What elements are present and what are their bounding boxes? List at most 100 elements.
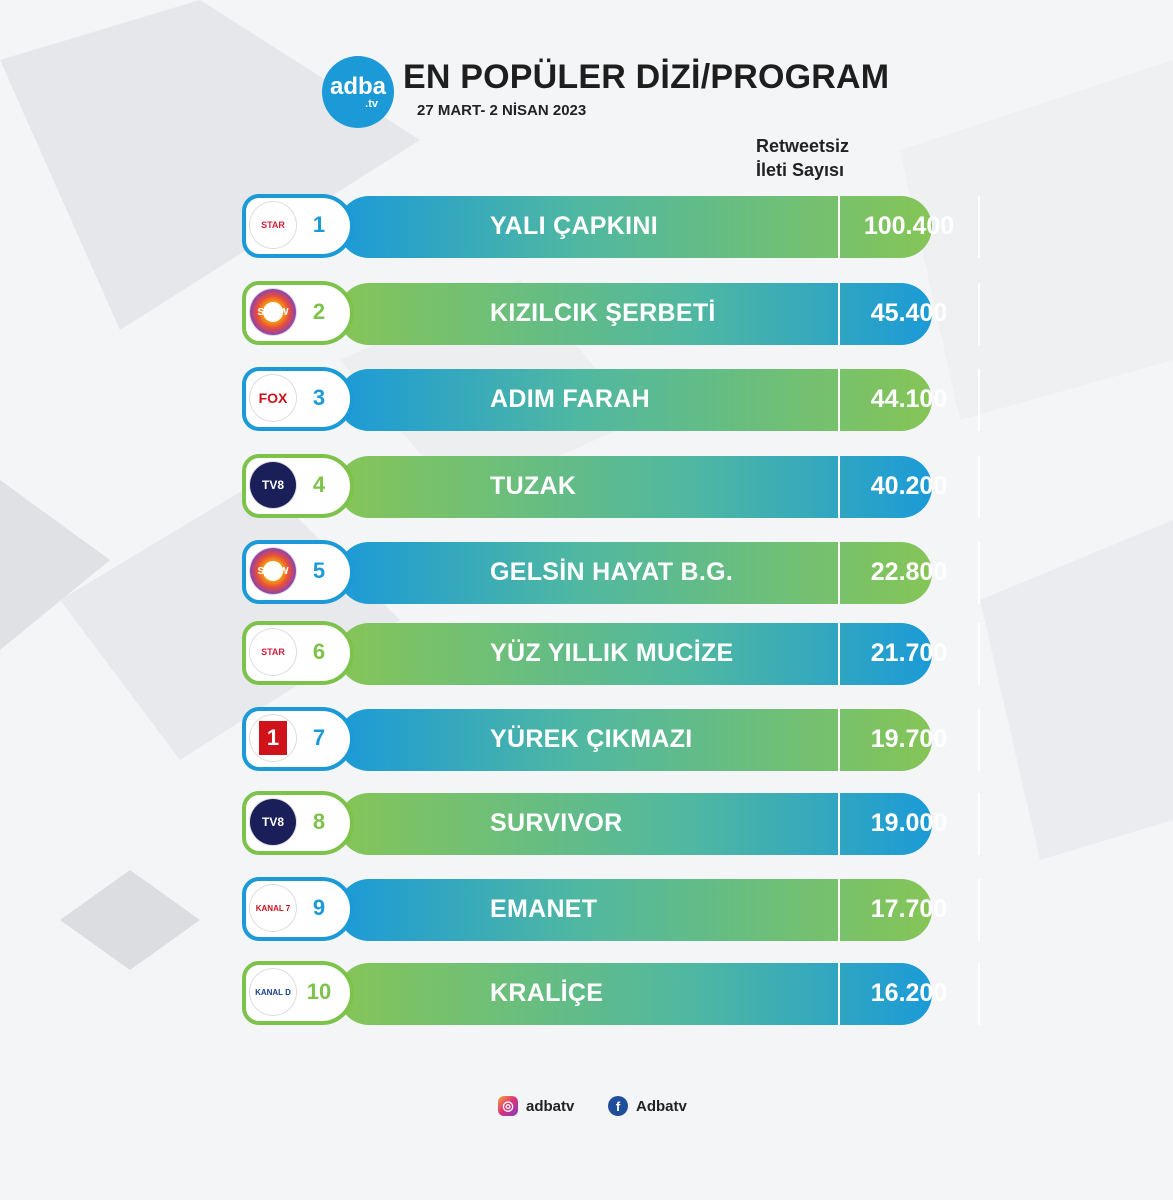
channel-label: STAR: [261, 220, 285, 230]
instagram-icon: ◎: [498, 1096, 518, 1116]
post-count: 44.100: [870, 385, 948, 413]
rank-number: 5: [312, 558, 326, 583]
row-bar: KRALİÇE 16.200: [338, 963, 980, 1025]
column-divider: [838, 879, 840, 941]
channel-logo: KANAL D: [250, 969, 296, 1015]
rank-badge: STAR 1: [242, 194, 354, 258]
instagram-label: adbatv: [526, 1097, 575, 1115]
ranking-row: KRALİÇE 16.200 KANAL D 10: [242, 961, 980, 1027]
rank-badge: 1 7: [242, 707, 354, 771]
rank-number: 1: [312, 212, 326, 237]
column-divider: [838, 542, 840, 604]
rank-number: 10: [306, 979, 332, 1004]
channel-label: KANAL D: [255, 987, 291, 997]
column-divider: [838, 963, 840, 1025]
program-name: TUZAK: [490, 472, 577, 500]
logo-main: adba: [329, 72, 386, 100]
facebook-label: Adbatv: [636, 1097, 687, 1115]
channel-label: 1: [258, 721, 288, 755]
program-name: SURVIVOR: [490, 809, 623, 837]
ranking-row: YÜREK ÇIKMAZI 19.700 1 7: [242, 707, 980, 773]
channel-label: KANAL 7: [255, 903, 291, 913]
facebook-handle[interactable]: f Adbatv: [608, 1094, 687, 1118]
channel-label: SHOW: [257, 565, 289, 577]
column-header-line1: Retweetsiz: [756, 136, 850, 156]
program-name: KRALİÇE: [490, 979, 604, 1007]
date-range: 27 MART- 2 NİSAN 2023: [417, 102, 587, 119]
instagram-handle[interactable]: ◎ adbatv: [498, 1094, 574, 1118]
ranking-row: SURVIVOR 19.000 TV8 8: [242, 791, 980, 857]
channel-logo: STAR: [250, 202, 296, 248]
column-divider: [838, 709, 840, 771]
channel-logo: TV8: [250, 462, 296, 508]
program-name: YÜREK ÇIKMAZI: [490, 725, 693, 753]
column-divider: [978, 623, 980, 685]
rank-number: 8: [312, 809, 326, 834]
rank-number: 2: [312, 299, 326, 324]
ranking-row: ADIM FARAH 44.100 FOX 3: [242, 367, 980, 433]
column-divider: [838, 283, 840, 345]
post-count: 17.700: [870, 895, 948, 923]
column-divider: [978, 879, 980, 941]
facebook-icon: f: [608, 1096, 628, 1116]
row-bar: YÜREK ÇIKMAZI 19.700: [338, 709, 980, 771]
rank-badge: KANAL 7 9: [242, 877, 354, 941]
row-bar: TUZAK 40.200: [338, 456, 980, 518]
post-count: 22.800: [870, 558, 948, 586]
column-divider: [838, 793, 840, 855]
channel-label: STAR: [261, 647, 285, 657]
column-header-line2: İleti Sayısı: [756, 160, 845, 180]
ranking-row: TUZAK 40.200 TV8 4: [242, 454, 980, 520]
row-bar: YÜZ YILLIK MUCİZE 21.700: [338, 623, 980, 685]
program-name: KIZILCIK ŞERBETİ: [490, 299, 716, 327]
channel-logo: TV8: [250, 799, 296, 845]
logo-sub: .tv: [365, 97, 378, 110]
post-count: 40.200: [870, 472, 948, 500]
column-divider: [838, 196, 840, 258]
value-column-header: Retweetsiz İleti Sayısı: [756, 134, 849, 182]
row-bar: KIZILCIK ŞERBETİ 45.400: [338, 283, 980, 345]
rank-number: 6: [312, 639, 326, 664]
channel-label: TV8: [261, 815, 284, 829]
post-count: 100.400: [863, 212, 955, 240]
page-title: EN POPÜLER DİZİ/PROGRAM: [403, 58, 890, 96]
rank-badge: TV8 8: [242, 791, 354, 855]
ranking-row: KIZILCIK ŞERBETİ 45.400 SHOW 2: [242, 281, 980, 347]
ranking-row: GELSİN HAYAT B.G. 22.800 SHOW 5: [242, 540, 980, 606]
post-count: 19.000: [870, 809, 948, 837]
post-count: 19.700: [870, 725, 948, 753]
program-name: ADIM FARAH: [490, 385, 650, 413]
post-count: 21.700: [870, 639, 948, 667]
ranking-row: EMANET 17.700 KANAL 7 9: [242, 877, 980, 943]
column-divider: [978, 793, 980, 855]
column-divider: [978, 283, 980, 345]
column-divider: [838, 623, 840, 685]
column-divider: [838, 369, 840, 431]
channel-logo: KANAL 7: [250, 885, 296, 931]
column-divider: [978, 369, 980, 431]
rank-number: 3: [312, 385, 326, 410]
channel-label: FOX: [258, 390, 288, 406]
header: adba .tv EN POPÜLER DİZİ/PROGRAM 27 MART…: [322, 52, 922, 132]
post-count: 45.400: [870, 299, 948, 327]
rank-badge: FOX 3: [242, 367, 354, 431]
column-divider: [978, 963, 980, 1025]
post-count: 16.200: [870, 979, 948, 1007]
rank-badge: SHOW 5: [242, 540, 354, 604]
channel-logo: STAR: [250, 629, 296, 675]
rank-number: 7: [312, 725, 326, 750]
program-name: EMANET: [490, 895, 598, 923]
rank-number: 4: [312, 472, 326, 497]
program-name: YÜZ YILLIK MUCİZE: [490, 639, 734, 667]
column-divider: [978, 542, 980, 604]
program-name: GELSİN HAYAT B.G.: [490, 558, 734, 586]
channel-logo: FOX: [250, 375, 296, 421]
row-bar: SURVIVOR 19.000: [338, 793, 980, 855]
adba-logo: adba .tv: [322, 56, 394, 128]
rank-number: 9: [312, 895, 326, 920]
program-name: YALI ÇAPKINI: [490, 212, 658, 240]
channel-label: SHOW: [257, 306, 289, 318]
rank-badge: KANAL D 10: [242, 961, 354, 1025]
column-divider: [838, 456, 840, 518]
row-bar: ADIM FARAH 44.100: [338, 369, 980, 431]
